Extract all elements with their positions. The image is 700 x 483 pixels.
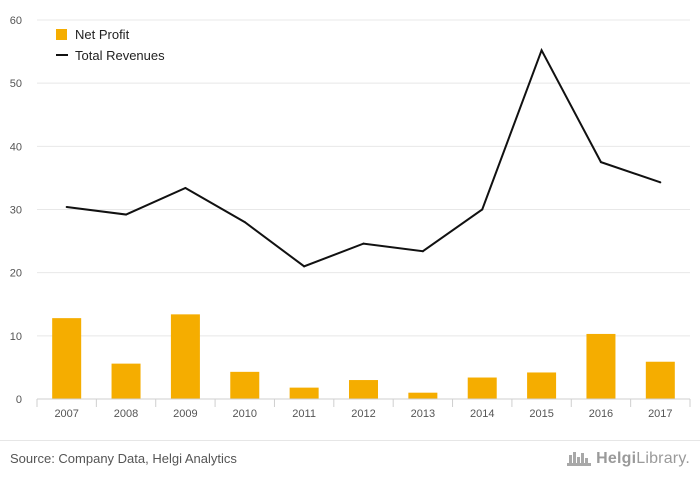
brand-logo: HelgiLibrary. [566, 449, 690, 469]
y-tick-label: 60 [10, 15, 22, 27]
total-revenues-line-group [65, 47, 662, 268]
legend-label-net-profit: Net Profit [75, 27, 130, 42]
x-tick-label: 2007 [54, 408, 78, 420]
net-profit-bar [408, 392, 438, 399]
net-profit-bar [52, 318, 82, 399]
x-tick-label: 2017 [648, 408, 672, 420]
x-tick-label: 2014 [470, 408, 494, 420]
total-revenues-point [599, 161, 602, 164]
net-profit-bar [111, 363, 141, 399]
x-tick-label: 2012 [351, 408, 375, 420]
total-revenues-point [125, 213, 128, 216]
total-revenues-point [303, 265, 306, 268]
legend: Net Profit Total Revenues [56, 27, 165, 63]
y-tick-label: 20 [10, 268, 22, 280]
total-revenues-point [184, 187, 187, 190]
x-tick-label: 2016 [589, 408, 613, 420]
total-revenues-point [659, 181, 662, 184]
source-note: Source: Company Data, Helgi Analytics [10, 451, 237, 466]
net-profit-bar [586, 333, 616, 399]
footer: Source: Company Data, Helgi Analytics He… [0, 440, 700, 483]
total-revenues-point [362, 242, 365, 245]
net-profit-bar [170, 314, 200, 399]
x-tick-label: 2013 [411, 408, 435, 420]
total-revenues-point [481, 208, 484, 211]
gridlines [37, 19, 690, 337]
x-tick-label: 2009 [173, 408, 197, 420]
net-profit-bars [52, 314, 675, 399]
y-tick-label: 10 [10, 331, 22, 343]
y-tick-label: 30 [10, 205, 22, 217]
total-revenues-point [243, 221, 246, 224]
total-revenues-point [65, 205, 68, 208]
net-profit-bar [289, 387, 319, 399]
y-tick-label: 50 [10, 78, 22, 90]
net-profit-bar [349, 380, 378, 399]
x-tick-label: 2010 [233, 408, 257, 420]
y-tick-label: 40 [10, 141, 22, 153]
total-revenues-point [540, 49, 543, 52]
legend-swatch-net-profit [56, 29, 67, 40]
legend-label-total-revenues: Total Revenues [75, 48, 165, 63]
x-tick-label: 2011 [292, 408, 316, 420]
x-tick-label: 2015 [529, 408, 553, 420]
net-profit-bar [467, 377, 497, 399]
net-profit-bar [645, 361, 675, 399]
brand-name: HelgiLibrary. [596, 450, 690, 467]
net-profit-bar [527, 372, 557, 399]
library-icon [567, 452, 592, 466]
y-tick-label: 0 [16, 394, 22, 406]
axes: 0 10 20 30 40 50 60 2007 2008 2009 2010 2011 2012 201… [10, 15, 691, 420]
total-revenues-point [421, 250, 424, 253]
x-tick-label: 2008 [114, 408, 138, 420]
net-profit-bar [230, 371, 260, 399]
chart: 0 10 20 30 40 50 60 2007 2008 2009 2010 2011 2012 201… [10, 15, 691, 420]
